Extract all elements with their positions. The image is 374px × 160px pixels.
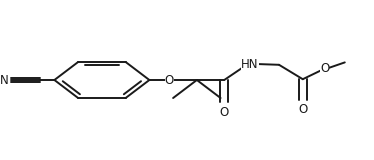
Text: HN: HN: [241, 57, 258, 71]
Text: N: N: [0, 73, 9, 87]
Text: O: O: [320, 62, 329, 75]
Text: O: O: [165, 73, 174, 87]
Text: O: O: [220, 106, 229, 119]
Text: O: O: [298, 103, 307, 116]
